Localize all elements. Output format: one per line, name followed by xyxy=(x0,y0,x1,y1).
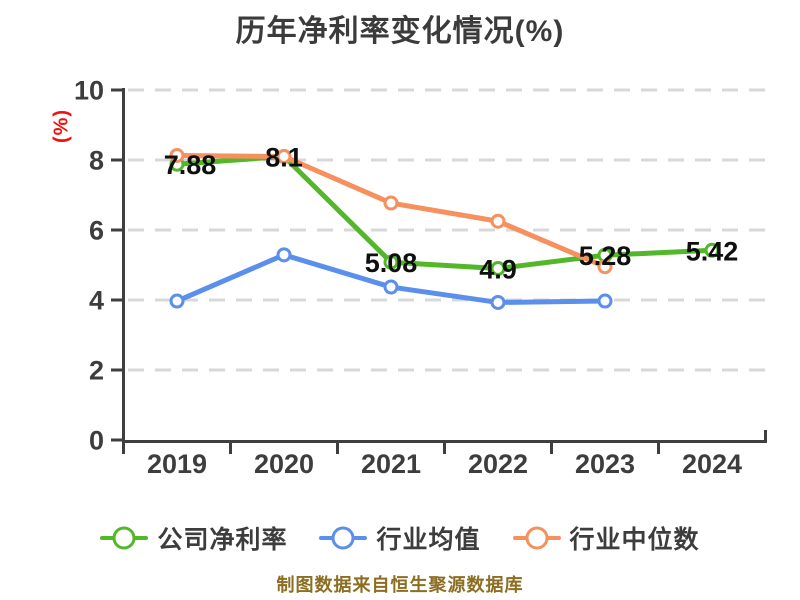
legend-label: 行业均值 xyxy=(376,526,481,554)
data-point xyxy=(276,149,292,164)
data-label: 5.28 xyxy=(579,241,632,271)
data-point xyxy=(704,242,720,258)
y-tick-label: 4 xyxy=(89,286,104,316)
data-point xyxy=(276,247,292,263)
data-label: 7.88 xyxy=(164,150,217,180)
legend-label: 行业中位数 xyxy=(569,526,700,554)
legend-item-3[interactable]: 行业中位数 xyxy=(512,520,700,556)
data-point xyxy=(169,147,185,163)
data-point xyxy=(383,279,399,295)
x-tick-label: 2024 xyxy=(682,449,742,479)
data-point xyxy=(597,259,613,275)
data-label: 5.08 xyxy=(365,248,418,278)
data-point xyxy=(490,294,506,310)
data-label: 5.42 xyxy=(686,236,739,266)
x-tick-label: 2023 xyxy=(575,449,635,479)
x-tick-label: 2022 xyxy=(468,449,528,479)
y-tick-label: 0 xyxy=(89,426,104,456)
data-label: 8.1 xyxy=(265,143,303,173)
legend-item-1[interactable]: 公司净利率 xyxy=(100,520,287,556)
legend-marker-icon xyxy=(512,525,561,551)
chart-title: 历年净利率变化情况(%) xyxy=(235,15,565,48)
y-tick-label: 8 xyxy=(89,146,104,176)
legend-marker-icon xyxy=(100,525,149,551)
data-point xyxy=(490,213,506,229)
data-label: 4.9 xyxy=(479,255,517,285)
legend: 公司净利率 行业均值 行业中位数 xyxy=(0,519,800,557)
x-tick-label: 2019 xyxy=(147,449,207,479)
y-tick-label: 10 xyxy=(74,76,104,106)
data-point xyxy=(597,293,613,309)
data-point xyxy=(383,195,399,211)
y-tick-label: 2 xyxy=(89,356,104,386)
data-point xyxy=(169,293,185,309)
legend-marker-icon xyxy=(319,525,368,551)
data-source-note: 制图数据来自恒生聚源数据库 xyxy=(276,575,524,595)
data-point xyxy=(383,254,399,270)
legend-item-2[interactable]: 行业均值 xyxy=(319,520,480,556)
y-tick-label: 6 xyxy=(89,216,104,246)
legend-label: 公司净利率 xyxy=(157,526,288,554)
x-tick-label: 2020 xyxy=(254,449,314,479)
x-tick-label: 2021 xyxy=(361,449,421,479)
data-point xyxy=(490,261,506,276)
